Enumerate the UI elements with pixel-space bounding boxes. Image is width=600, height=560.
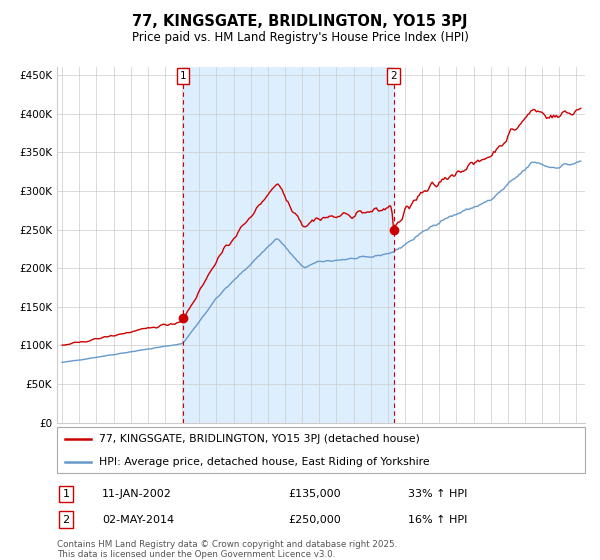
Text: 2: 2 [390, 71, 397, 81]
Text: 11-JAN-2002: 11-JAN-2002 [102, 489, 172, 499]
Text: Contains HM Land Registry data © Crown copyright and database right 2025.: Contains HM Land Registry data © Crown c… [57, 540, 397, 549]
Text: 1: 1 [179, 71, 186, 81]
Bar [183, 67, 394, 423]
Text: 33% ↑ HPI: 33% ↑ HPI [408, 489, 467, 499]
Text: 77, KINGSGATE, BRIDLINGTON, YO15 3PJ: 77, KINGSGATE, BRIDLINGTON, YO15 3PJ [132, 14, 468, 29]
Text: 02-MAY-2014: 02-MAY-2014 [102, 515, 174, 525]
Text: 77, KINGSGATE, BRIDLINGTON, YO15 3PJ (detached house): 77, KINGSGATE, BRIDLINGTON, YO15 3PJ (de… [99, 434, 420, 444]
Text: £250,000: £250,000 [288, 515, 341, 525]
Text: Price paid vs. HM Land Registry's House Price Index (HPI): Price paid vs. HM Land Registry's House … [131, 31, 469, 44]
Text: This data is licensed under the Open Government Licence v3.0.: This data is licensed under the Open Gov… [57, 550, 335, 559]
Text: HPI: Average price, detached house, East Riding of Yorkshire: HPI: Average price, detached house, East… [99, 457, 430, 466]
Text: 1: 1 [62, 489, 70, 499]
Text: 2: 2 [62, 515, 70, 525]
Text: £135,000: £135,000 [288, 489, 341, 499]
Text: 16% ↑ HPI: 16% ↑ HPI [408, 515, 467, 525]
FancyBboxPatch shape [57, 427, 585, 473]
